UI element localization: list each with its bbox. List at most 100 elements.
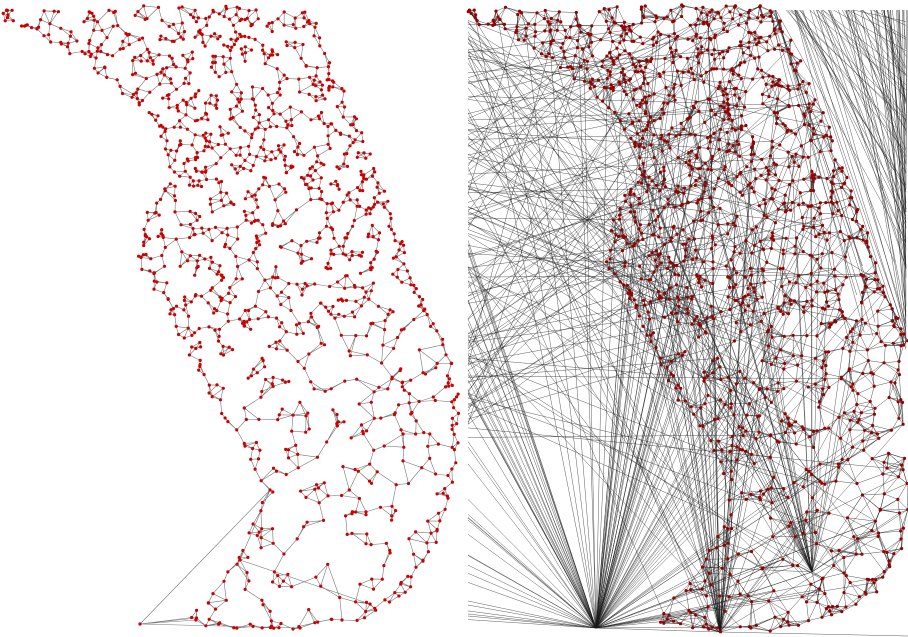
- triangulation-node: [710, 52, 714, 57]
- road-node: [249, 22, 254, 26]
- triangulation-node: [780, 84, 784, 88]
- road-node: [65, 45, 70, 49]
- road-node: [450, 467, 454, 471]
- road-node: [389, 216, 393, 220]
- triangulation-node: [624, 32, 629, 36]
- triangulation-node: [813, 98, 817, 102]
- triangulation-node: [737, 142, 741, 146]
- road-node: [213, 225, 218, 229]
- road-node: [353, 138, 357, 142]
- road-node: [387, 224, 391, 228]
- road-node: [215, 383, 219, 387]
- triangulation-node: [608, 257, 612, 261]
- road-node: [135, 97, 139, 101]
- triangulation-node: [665, 365, 669, 369]
- road-node: [88, 38, 92, 43]
- road-node: [409, 378, 413, 382]
- triangulation-node: [818, 212, 823, 216]
- triangulation-node: [607, 8, 611, 12]
- triangulation-node: [726, 541, 730, 545]
- road-node: [388, 551, 392, 555]
- triangulation-node: [539, 52, 544, 56]
- triangulation-node: [637, 119, 641, 123]
- triangulation-node: [794, 442, 798, 446]
- road-node: [390, 514, 394, 518]
- road-node: [306, 411, 310, 415]
- triangulation-node: [655, 41, 659, 45]
- triangulation-node: [845, 516, 850, 520]
- triangulation-node: [769, 400, 774, 404]
- road-node: [212, 311, 216, 315]
- road-node: [270, 101, 274, 105]
- triangulation-node: [721, 93, 726, 97]
- triangulation-node: [551, 56, 555, 60]
- road-node: [324, 211, 328, 215]
- triangulation-node: [817, 400, 822, 404]
- triangulation-node: [897, 475, 901, 479]
- triangulation-node: [650, 251, 654, 255]
- triangulation-node: [688, 23, 692, 27]
- road-node: [256, 289, 261, 294]
- road-node: [186, 60, 190, 64]
- road-node: [317, 117, 322, 121]
- road-node: [337, 167, 341, 171]
- road-node: [272, 626, 276, 630]
- triangulation-node: [703, 615, 707, 620]
- road-node: [342, 105, 347, 109]
- triangulation-node: [710, 8, 714, 12]
- road-node: [454, 461, 458, 465]
- road-node: [92, 18, 96, 22]
- road-node: [148, 269, 152, 273]
- triangulation-node: [717, 138, 721, 142]
- road-node: [285, 43, 289, 48]
- triangulation-node: [879, 340, 883, 344]
- triangulation-node: [502, 22, 506, 26]
- triangulation-node: [621, 67, 625, 71]
- triangulation-node: [613, 272, 617, 276]
- triangulation-node: [765, 387, 769, 391]
- road-node: [313, 621, 317, 625]
- road-node: [290, 585, 294, 589]
- triangulation-node: [741, 296, 745, 300]
- road-node: [278, 224, 283, 228]
- triangulation-node: [701, 5, 705, 9]
- road-node: [187, 82, 191, 86]
- road-node: [11, 19, 15, 23]
- triangulation-node: [811, 189, 816, 193]
- road-node: [5, 8, 9, 13]
- road-node: [444, 353, 448, 357]
- road-node: [276, 53, 280, 57]
- triangulation-node: [823, 482, 827, 486]
- triangulation-node: [689, 184, 693, 188]
- road-node: [25, 23, 29, 27]
- triangulation-node: [703, 184, 707, 188]
- triangulation-node: [719, 460, 723, 464]
- road-node: [186, 326, 190, 330]
- road-node: [441, 337, 445, 341]
- triangulation-node: [747, 402, 752, 406]
- triangulation-node: [637, 196, 641, 201]
- road-node: [429, 531, 433, 535]
- road-node: [158, 38, 162, 42]
- triangulation-node: [749, 282, 753, 286]
- road-node: [428, 456, 432, 460]
- triangulation-node: [668, 46, 673, 50]
- triangulation-node: [533, 22, 537, 26]
- road-node: [92, 66, 96, 70]
- triangulation-node: [526, 22, 531, 26]
- road-node: [350, 531, 354, 536]
- triangulation-node: [805, 299, 809, 303]
- triangulation-node: [621, 234, 625, 238]
- triangulation-node: [532, 46, 536, 50]
- road-node: [284, 330, 288, 334]
- road-node: [239, 97, 243, 101]
- road-node: [323, 389, 327, 393]
- triangulation-node: [871, 372, 875, 376]
- road-node: [142, 4, 146, 8]
- road-node: [261, 358, 265, 363]
- road-node: [283, 154, 287, 158]
- triangulation-node: [770, 145, 775, 149]
- triangulation-node: [754, 225, 758, 229]
- triangulation-node: [789, 52, 793, 56]
- triangulation-node: [882, 492, 886, 496]
